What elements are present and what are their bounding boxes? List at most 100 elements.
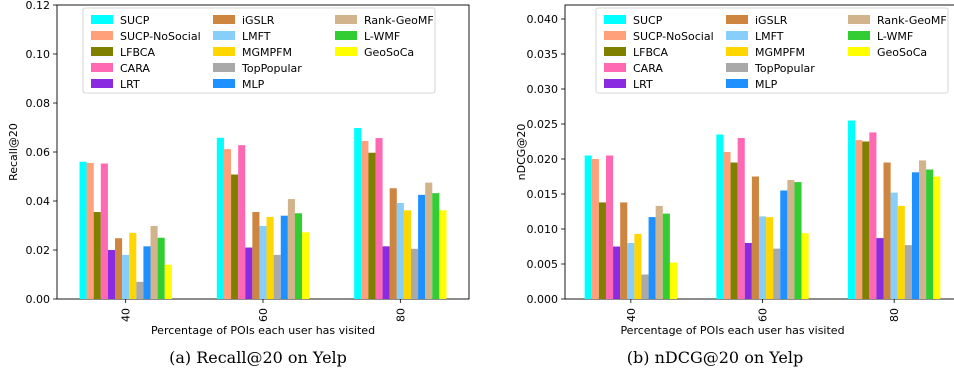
legend-label: LMFT: [755, 30, 784, 43]
bar: [890, 192, 898, 299]
legend-label: LMFT: [242, 30, 271, 43]
y-axis-label: nDCG@20: [515, 124, 528, 181]
legend-label: MLP: [242, 78, 265, 91]
y-tick-label: 0.040: [527, 13, 559, 26]
bar: [883, 162, 891, 299]
y-tick-label: 0.035: [527, 48, 559, 61]
bar: [361, 140, 369, 299]
legend-swatch: [604, 31, 626, 40]
x-tick-label: 80: [888, 308, 901, 322]
bar: [418, 194, 426, 299]
legend-label: iGSLR: [755, 14, 788, 27]
legend-swatch: [604, 79, 626, 88]
bar: [716, 134, 724, 299]
legend-swatch: [91, 79, 113, 88]
legend-label: iGSLR: [242, 14, 275, 27]
bar: [801, 233, 809, 299]
bar: [302, 232, 310, 299]
bar: [876, 238, 884, 299]
legend-label: SUCP-NoSocial: [120, 30, 201, 43]
legend-swatch: [91, 15, 113, 24]
legend-label: MGMPFM: [242, 46, 292, 59]
y-tick-label: 0.015: [527, 188, 559, 201]
bar: [266, 216, 274, 299]
y-tick-label: 0.02: [26, 244, 51, 257]
x-tick-label: 40: [625, 308, 638, 322]
bar: [157, 237, 165, 299]
legend-swatch: [604, 47, 626, 56]
y-tick-label: 0.005: [527, 258, 559, 271]
bar: [848, 120, 856, 299]
bar: [620, 202, 628, 299]
x-axis-label: Percentage of POIs each user has visited: [151, 324, 375, 337]
y-tick-label: 0.000: [527, 293, 559, 306]
bar: [627, 243, 635, 299]
bar: [598, 202, 606, 299]
bar: [855, 140, 863, 299]
bar: [787, 180, 795, 299]
bar: [280, 215, 288, 299]
legend-label: SUCP: [633, 14, 663, 27]
figure-caption: (a) Recall@20 on Yelp: [169, 348, 347, 367]
bar: [231, 174, 239, 299]
bar: [744, 243, 752, 299]
bar: [136, 281, 144, 299]
bar: [641, 274, 649, 299]
bar: [86, 163, 94, 299]
x-axis-label: Percentage of POIs each user has visited: [620, 324, 844, 337]
bar: [129, 232, 137, 299]
legend-label: MLP: [755, 78, 778, 91]
figure-caption: (b) nDCG@20 on Yelp: [627, 348, 803, 367]
legend-swatch: [335, 31, 357, 40]
legend-label: TopPopular: [754, 62, 815, 75]
bar: [737, 138, 745, 299]
legend-swatch: [604, 15, 626, 24]
legend-label: L-WMF: [364, 30, 400, 43]
legend-box: [595, 7, 949, 94]
legend-label: CARA: [120, 62, 150, 75]
x-tick-label: 40: [120, 308, 133, 322]
bar: [911, 172, 920, 299]
legend-label: LRT: [633, 78, 653, 91]
bar: [425, 182, 433, 299]
legend-box: [82, 7, 436, 94]
bar: [389, 188, 397, 299]
bar: [122, 254, 130, 299]
bar: [613, 246, 621, 299]
legend-label: GeoSoCa: [877, 46, 927, 59]
bar: [115, 238, 123, 299]
bar: [730, 162, 738, 299]
legend-label: L-WMF: [877, 30, 913, 43]
legend-swatch: [604, 63, 626, 72]
legend-label: SUCP: [120, 14, 150, 27]
bar: [252, 212, 260, 299]
bar: [410, 248, 419, 299]
bar: [669, 262, 677, 299]
legend-swatch: [91, 31, 113, 40]
legend-swatch: [213, 79, 235, 88]
legend-label: SUCP-NoSocial: [633, 30, 714, 43]
panel-ndcg: 0.000 0.005 0.010 0.015 0.020 0.025 0.030 0.035…: [515, 4, 954, 367]
legend-label: LRT: [120, 78, 140, 91]
x-tick-label: 80: [394, 308, 407, 322]
x-tick-label: 60: [757, 308, 770, 322]
bar: [273, 254, 281, 299]
legend-label: Rank-GeoMF: [877, 14, 947, 27]
bar: [107, 250, 116, 299]
bar: [143, 246, 151, 299]
bar: [591, 159, 599, 299]
bar: [773, 248, 781, 299]
bar: [287, 199, 295, 299]
bar: [403, 210, 411, 299]
legend-swatch: [848, 47, 870, 56]
bar: [164, 264, 172, 299]
bar: [926, 169, 934, 299]
y-tick-label: 0.025: [527, 118, 559, 131]
legend-swatch: [848, 31, 870, 40]
legend-swatch: [848, 15, 870, 24]
bar: [93, 212, 101, 299]
bar: [648, 217, 656, 299]
bar: [375, 138, 383, 299]
bar: [354, 127, 362, 300]
